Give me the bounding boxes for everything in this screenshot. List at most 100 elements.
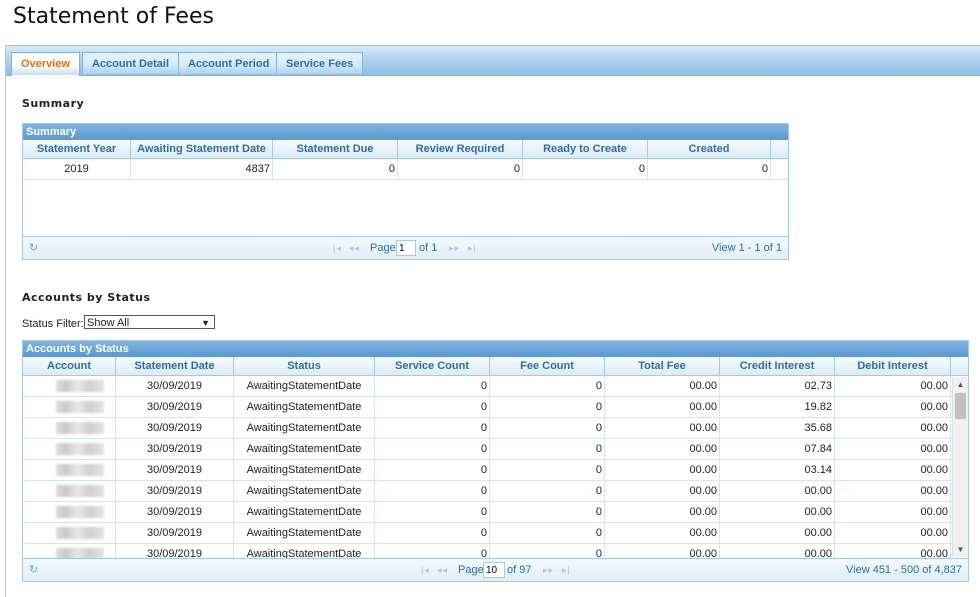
column-header[interactable]: Statement Due	[273, 140, 398, 158]
cell-fee-count: 0	[490, 523, 605, 543]
cell-status: AwaitingStatementDate	[234, 523, 375, 543]
cell-status: AwaitingStatementDate	[234, 397, 375, 417]
cell-account	[23, 544, 116, 564]
tab-account-detail[interactable]: Account Detail	[82, 52, 180, 74]
column-header[interactable]: Credit Interest	[720, 357, 835, 375]
summary-grid: Summary Statement Year Awaiting Statemen…	[22, 123, 789, 260]
page-label: Page	[458, 564, 484, 576]
redacted-account-number	[56, 422, 104, 434]
refresh-icon[interactable]: ↻	[29, 564, 39, 576]
accounts-pager: ↻ |◂ ◂◂ Page of 97 ▸▸ ▸| View 451 - 500 …	[23, 558, 968, 581]
prev-page-icon[interactable]: ◂◂	[349, 243, 361, 253]
first-page-icon[interactable]: |◂	[421, 565, 430, 575]
cell-credit-interest: 00.00	[720, 544, 835, 564]
column-header[interactable]: Created	[648, 140, 771, 158]
column-header[interactable]: Fee Count	[490, 357, 605, 375]
accounts-grid-header: Account Statement Date Status Service Co…	[23, 357, 968, 376]
cell-review: 0	[398, 159, 523, 179]
cell-debit-interest: 00.00	[835, 502, 951, 522]
table-row[interactable]: 30/09/2019 AwaitingStatementDate 0 0 00.00 35…	[23, 418, 968, 439]
cell-total-fee: 00.00	[605, 502, 720, 522]
column-header[interactable]: Ready to Create	[523, 140, 648, 158]
scroll-up-icon[interactable]: ▲	[956, 380, 965, 389]
cell-account	[23, 418, 116, 438]
column-header[interactable]: Debit Interest	[835, 357, 951, 375]
tab-overview[interactable]: Overview	[11, 52, 80, 76]
next-page-icon[interactable]: ▸▸	[543, 565, 555, 575]
scroll-down-icon[interactable]: ▼	[956, 545, 965, 554]
cell-status: AwaitingStatementDate	[234, 418, 375, 438]
first-page-icon[interactable]: |◂	[333, 243, 342, 253]
cell-total-fee: 00.00	[605, 460, 720, 480]
cell-debit-interest: 00.00	[835, 460, 951, 480]
table-row[interactable]: 30/09/2019 AwaitingStatementDate 0 0 00.00 19…	[23, 397, 968, 418]
column-header[interactable]: Total Fee	[605, 357, 720, 375]
status-filter-select[interactable]: Show All ▼	[84, 315, 215, 329]
summary-heading: Summary	[22, 97, 85, 110]
cell-account	[23, 481, 116, 501]
cell-fee-count: 0	[490, 481, 605, 501]
cell-status: AwaitingStatementDate	[234, 502, 375, 522]
cell-status: AwaitingStatementDate	[234, 376, 375, 396]
column-header[interactable]: Account	[23, 357, 116, 375]
table-row[interactable]: 30/09/2019 AwaitingStatementDate 0 0 00.00 00…	[23, 481, 968, 502]
tab-service-fees[interactable]: Service Fees	[276, 52, 364, 74]
cell-status: AwaitingStatementDate	[234, 544, 375, 564]
accounts-heading: Accounts by Status	[22, 291, 151, 304]
cell-credit-interest: 02.73	[720, 376, 835, 396]
cell-service-count: 0	[375, 418, 490, 438]
column-header[interactable]: Statement Date	[116, 357, 234, 375]
cell-debit-interest: 00.00	[835, 376, 951, 396]
scroll-thumb[interactable]	[955, 393, 966, 419]
cell-statement-date: 30/09/2019	[116, 439, 234, 459]
next-page-icon[interactable]: ▸▸	[449, 243, 461, 253]
cell-credit-interest: 00.00	[720, 523, 835, 543]
table-row[interactable]: 30/09/2019 AwaitingStatementDate 0 0 00.00 03…	[23, 460, 968, 481]
cell-debit-interest: 00.00	[835, 439, 951, 459]
last-page-icon[interactable]: ▸|	[468, 243, 477, 253]
column-header[interactable]: Service Count	[375, 357, 490, 375]
redacted-account-number	[56, 443, 104, 455]
cell-fee-count: 0	[490, 376, 605, 396]
chevron-down-icon: ▼	[201, 318, 210, 328]
table-row[interactable]: 2019 4837 0 0 0 0	[23, 159, 788, 180]
view-records: View 1 - 1 of 1	[711, 242, 782, 254]
page-input[interactable]	[483, 562, 505, 578]
table-row[interactable]: 30/09/2019 AwaitingStatementDate 0 0 00.00 00…	[23, 502, 968, 523]
refresh-icon[interactable]: ↻	[29, 242, 39, 254]
accounts-rows: 30/09/2019 AwaitingStatementDate 0 0 00.00 02…	[23, 376, 968, 565]
cell-statement-date: 30/09/2019	[116, 523, 234, 543]
page-count: of 97	[507, 564, 532, 576]
column-header[interactable]: Review Required	[398, 140, 523, 158]
table-row[interactable]: 30/09/2019 AwaitingStatementDate 0 0 00.00 02…	[23, 376, 968, 397]
last-page-icon[interactable]: ▸|	[562, 565, 571, 575]
page-input[interactable]	[396, 240, 416, 256]
cell-fee-count: 0	[490, 397, 605, 417]
vertical-scrollbar[interactable]: ▲ ▼	[952, 377, 968, 557]
tab-account-period[interactable]: Account Period	[178, 52, 280, 74]
table-row[interactable]: 30/09/2019 AwaitingStatementDate 0 0 00.00 07…	[23, 439, 968, 460]
page-title: Statement of Fees	[13, 4, 214, 29]
page-label: Page	[370, 242, 396, 254]
cell-debit-interest: 00.00	[835, 523, 951, 543]
table-row[interactable]: 30/09/2019 AwaitingStatementDate 0 0 00.00 00…	[23, 523, 968, 544]
cell-credit-interest: 03.14	[720, 460, 835, 480]
cell-total-fee: 00.00	[605, 481, 720, 501]
column-header[interactable]: Status	[234, 357, 375, 375]
cell-account	[23, 376, 116, 396]
cell-service-count: 0	[375, 397, 490, 417]
redacted-account-number	[56, 464, 104, 476]
cell-account	[23, 460, 116, 480]
cell-debit-interest: 00.00	[835, 544, 951, 564]
redacted-account-number	[56, 380, 104, 392]
cell-service-count: 0	[375, 460, 490, 480]
column-header[interactable]: Statement Year	[23, 140, 131, 158]
cell-service-count: 0	[375, 439, 490, 459]
page-count: of 1	[419, 242, 438, 254]
cell-created: 0	[648, 159, 771, 179]
prev-page-icon[interactable]: ◂◂	[437, 565, 449, 575]
column-header[interactable]: Awaiting Statement Date	[131, 140, 273, 158]
cell-debit-interest: 00.00	[835, 418, 951, 438]
redacted-account-number	[56, 506, 104, 518]
tab-strip: Overview Account Detail Account Period S…	[6, 46, 980, 76]
